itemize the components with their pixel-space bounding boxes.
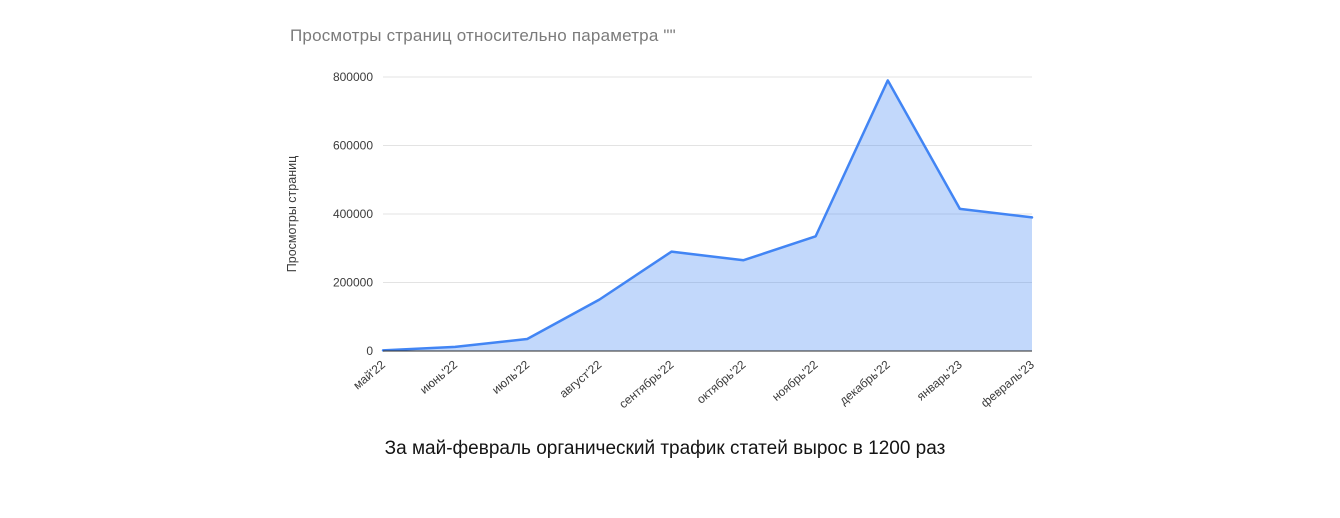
y-tick-label: 0	[366, 344, 373, 358]
x-tick-label: май'22	[350, 357, 388, 392]
x-tick-label: январь'23	[914, 357, 965, 403]
area-fill	[383, 80, 1032, 352]
x-tick-label: июнь'22	[417, 357, 460, 396]
x-tick-label: август'22	[557, 357, 605, 400]
x-tick-label: ноябрь'22	[769, 357, 821, 403]
x-tick-label: октябрь'22	[694, 357, 749, 406]
x-tick-label: июль'22	[489, 357, 532, 396]
y-tick-label: 200000	[333, 276, 373, 290]
chart-caption: За май-февраль органический трафик стате…	[384, 438, 946, 459]
y-tick-label: 800000	[333, 70, 373, 84]
data-line	[381, 79, 1034, 352]
y-axis-title: Просмотры страниц	[285, 156, 299, 272]
chart-title: Просмотры страниц относительно параметра…	[290, 26, 676, 45]
x-tick-label: февраль'23	[978, 357, 1037, 410]
y-tick-label: 400000	[333, 207, 373, 221]
x-tick-label: декабрь'22	[837, 357, 893, 407]
y-tick-label: 600000	[333, 139, 373, 153]
x-tick-label: сентябрь'22	[616, 357, 676, 411]
